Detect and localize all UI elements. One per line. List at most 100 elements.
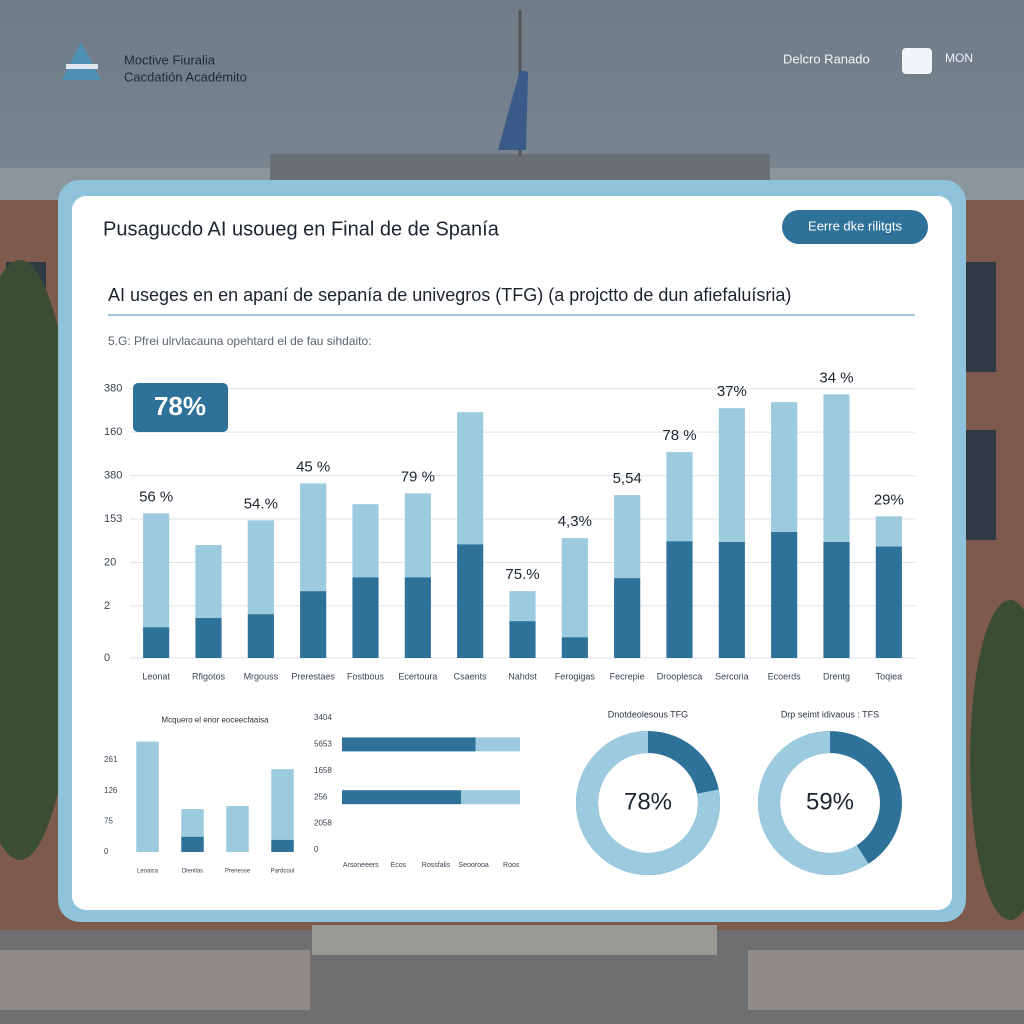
bar-segment	[271, 839, 294, 852]
y-tick-label: 380	[104, 469, 122, 481]
x-tick-label: Prerestaes	[291, 671, 335, 681]
bar-annotation: 5,54	[613, 470, 642, 487]
x-tick-label: Leonat	[142, 671, 170, 681]
brand-line: Moctive Fiuralia	[124, 52, 216, 67]
bar-segment	[509, 591, 536, 622]
x-tick-label: Pardcoul	[271, 869, 295, 875]
button[interactable]	[782, 210, 928, 244]
row-label: 3404	[314, 713, 332, 722]
bar-segment	[181, 836, 204, 852]
bar-segment	[614, 495, 641, 579]
bar-segment	[475, 737, 520, 752]
x-tick-label: Fostbous	[347, 671, 385, 681]
row-label: 0	[314, 845, 319, 854]
logo-text: MON	[945, 51, 973, 65]
x-tick-label: Prenesse	[225, 869, 251, 875]
y-tick-label: 126	[104, 786, 118, 795]
bar-segment	[404, 577, 431, 658]
y-tick-label: 153	[104, 513, 122, 525]
charts: 0 2 20 153 380 160 380 Leonat 56 % Rfigotos Mrgous…	[104, 369, 915, 875]
bar-segment	[300, 483, 327, 592]
bar-segment	[509, 621, 536, 658]
wall	[0, 950, 310, 1010]
card-note: 5.G: Pfrei ulrvlacauna opehtard el de fa…	[108, 334, 372, 348]
bar-segment	[666, 452, 693, 542]
row-label: 2058	[314, 819, 332, 828]
bar-segment	[875, 546, 902, 658]
bar-segment	[457, 412, 484, 545]
x-tick-label: Ecoerds	[768, 671, 802, 681]
donut-arc	[758, 731, 869, 875]
bar-segment	[561, 538, 588, 638]
bar-segment	[875, 516, 902, 547]
x-label: Rossfalis	[422, 862, 451, 869]
bar-segment	[342, 790, 462, 805]
bar-annotation: 56 %	[139, 488, 173, 505]
bar-segment	[195, 618, 222, 658]
y-tick-label: 0	[104, 847, 109, 856]
bar-segment	[561, 637, 588, 658]
x-tick-label: Ecertoura	[398, 671, 437, 681]
chart-title: Mcquero el enor eoceecfaaisa	[161, 716, 269, 725]
steps	[312, 925, 717, 955]
bar-segment	[352, 577, 379, 658]
x-label: Roos	[503, 862, 520, 869]
bar-annotation: 4,3%	[558, 513, 592, 530]
user-logo	[902, 48, 932, 74]
bar-segment	[342, 737, 476, 752]
bar-segment	[226, 805, 249, 852]
bar-segment	[771, 402, 798, 533]
card-title: Pusagucdo AI usoueg en Final de de Spaní…	[103, 218, 500, 240]
bar-annotation: 45 %	[296, 458, 330, 475]
x-tick-label: Fecrepie	[610, 671, 645, 681]
bar-segment	[457, 544, 484, 658]
bar-segment	[181, 809, 204, 837]
bar-annotation: 37%	[717, 383, 747, 400]
x-tick-label: Csaents	[454, 671, 488, 681]
bar-segment	[352, 504, 379, 578]
x-tick-label: Rfigotos	[192, 671, 226, 681]
x-tick-label: Drooplesca	[657, 671, 703, 681]
logo	[62, 42, 101, 80]
bar-segment	[771, 532, 798, 658]
chart-title: Drp seimt idivaous : TFS	[781, 709, 879, 719]
bar-annotation: 79 %	[401, 468, 435, 485]
window	[966, 262, 996, 372]
bar-segment	[195, 545, 222, 619]
roof-center	[270, 154, 770, 184]
x-tick-label: Dlenilas	[182, 869, 203, 875]
bar-segment	[461, 790, 520, 805]
x-label: Ecos	[391, 862, 407, 869]
row-label: 1658	[314, 766, 332, 775]
bar-segment	[666, 541, 693, 658]
bar-segment	[823, 394, 850, 543]
x-label: Seoorooa	[458, 862, 488, 869]
button-label[interactable]: Eerre dke rilitgts	[808, 218, 902, 233]
x-tick-label: Sercoria	[715, 671, 749, 681]
bar-annotation: 54.%	[244, 495, 278, 512]
user-name[interactable]: Delcro Ranado	[783, 51, 870, 66]
y-tick-label: 0	[104, 652, 110, 664]
badge	[133, 383, 228, 432]
bar-segment	[271, 769, 294, 840]
donut-arc	[576, 731, 720, 875]
bar-segment	[718, 542, 745, 658]
bar-segment	[404, 493, 431, 578]
chart-title: Dnotdeolesous TFG	[608, 709, 688, 719]
donut-label: 78%	[624, 788, 672, 815]
x-tick-label: Mrgouss	[244, 671, 279, 681]
x-tick-label: Ferogigas	[555, 671, 596, 681]
bar-annotation: 78 %	[662, 427, 696, 444]
y-tick-label: 160	[104, 426, 122, 438]
y-tick-label: 380	[104, 383, 122, 395]
brand-line: Cacdatión Académito	[124, 69, 247, 84]
bar-segment	[614, 578, 641, 658]
x-tick-label: Drentg	[823, 671, 850, 681]
bar-annotation: 75.%	[505, 566, 539, 583]
donut-label: 59%	[806, 788, 854, 815]
bar-segment	[143, 627, 170, 658]
x-tick-label: Toqiea	[876, 671, 903, 681]
row-label: 256	[314, 792, 328, 801]
y-tick-label: 2	[104, 600, 110, 612]
